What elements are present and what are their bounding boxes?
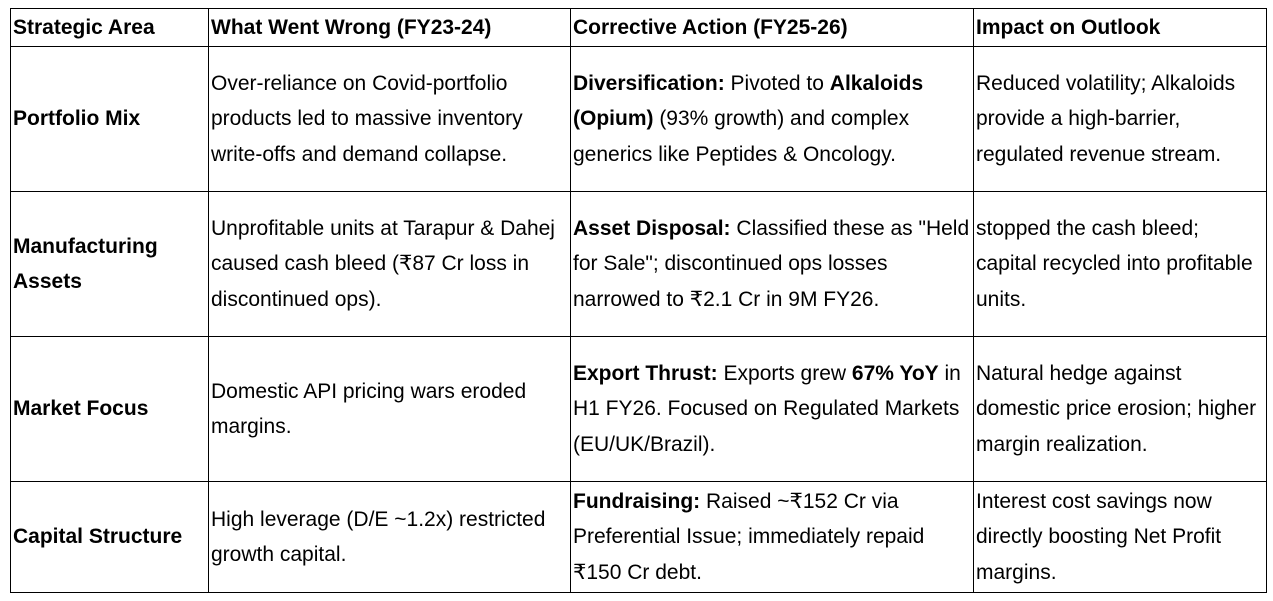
- header-cell: Corrective Action (FY25-26): [570, 8, 974, 47]
- table-body: Portfolio Mix Over-reliance on Covid-port…: [10, 46, 1267, 593]
- table-cell: High leverage (D/E ~1.2x) restricted gro…: [208, 481, 571, 593]
- table-cell: Portfolio Mix: [10, 46, 209, 192]
- cell-text: Pivoted to: [724, 71, 830, 95]
- bold-text: Fundraising:: [573, 489, 701, 513]
- table-cell: stopped the cash bleed; capital recycled…: [973, 191, 1267, 337]
- bold-text: Portfolio Mix: [13, 107, 141, 131]
- header-cell: Strategic Area: [10, 8, 209, 47]
- table-cell: Export Thrust: Exports grew 67% YoY in H…: [570, 336, 974, 482]
- cell-text: stopped the cash bleed; capital recycled…: [976, 216, 1253, 311]
- table-cell: Diversification: Pivoted to Alkaloids (O…: [570, 46, 974, 192]
- cell-text: Classified these as "Held for Sale"; dis…: [573, 216, 970, 311]
- cell-text: High leverage (D/E ~1.2x) restricted gro…: [211, 507, 546, 567]
- table-row: Portfolio Mix Over-reliance on Covid-port…: [10, 46, 1267, 192]
- table-cell: Reduced volatility; Alkaloids provide a …: [973, 46, 1267, 192]
- header-cell: What Went Wrong (FY23-24): [208, 8, 571, 47]
- bold-text: Asset Disposal:: [573, 216, 731, 240]
- cell-text: Reduced volatility; Alkaloids provide a …: [976, 71, 1236, 166]
- cell-text: Interest cost savings now directly boost…: [976, 489, 1222, 584]
- bold-text: 67% YoY: [851, 361, 939, 385]
- table-cell: Manufacturing Assets: [10, 191, 209, 337]
- table-cell: Natural hedge against domestic price ero…: [973, 336, 1267, 482]
- cell-text: Raised ~₹152 Cr via Preferential Issue; …: [573, 489, 925, 584]
- table-row: Manufacturing Assets Unprofitable units a…: [10, 191, 1267, 337]
- table-cell: Fundraising: Raised ~₹152 Cr via Prefere…: [570, 481, 974, 593]
- cell-text: Domestic API pricing wars eroded margins…: [211, 379, 527, 439]
- bold-text: Market Focus: [13, 397, 149, 421]
- bold-text: Diversification:: [573, 71, 725, 95]
- bold-text: Export Thrust:: [573, 361, 718, 385]
- cell-text: Natural hedge against domestic price ero…: [976, 361, 1257, 456]
- table-row: Capital Structure High leverage (D/E ~1.2…: [10, 481, 1267, 593]
- cell-text: in H1 FY26. Focused on Regulated Markets…: [573, 361, 961, 456]
- cell-text: Over-reliance on Covid-portfolio product…: [211, 71, 523, 166]
- header-row: Strategic Area What Went Wrong (FY23-24) C…: [10, 8, 1267, 47]
- table-row: Market Focus Domestic API pricing wars er…: [10, 336, 1267, 482]
- table-cell: Over-reliance on Covid-portfolio product…: [208, 46, 571, 192]
- bold-text: Capital Structure: [13, 525, 183, 549]
- table-cell: Market Focus: [10, 336, 209, 482]
- cell-text: Unprofitable units at Tarapur & Dahej ca…: [211, 216, 555, 311]
- table-cell: Unprofitable units at Tarapur & Dahej ca…: [208, 191, 571, 337]
- strategy-table: Strategic Area What Went Wrong (FY23-24) C…: [10, 8, 1267, 593]
- cell-text: (93% growth) and complex generics like P…: [573, 107, 910, 166]
- table-cell: Interest cost savings now directly boost…: [973, 481, 1267, 593]
- table-cell: Domestic API pricing wars eroded margins…: [208, 336, 571, 482]
- table-cell: Asset Disposal: Classified these as "Hel…: [570, 191, 974, 337]
- header-cell: Impact on Outlook: [973, 8, 1267, 47]
- cell-text: Exports grew: [717, 361, 852, 385]
- bold-text: Manufacturing Assets: [13, 234, 158, 294]
- bold-text: Alkaloids (Opium): [573, 71, 924, 131]
- table-cell: Capital Structure: [10, 481, 209, 593]
